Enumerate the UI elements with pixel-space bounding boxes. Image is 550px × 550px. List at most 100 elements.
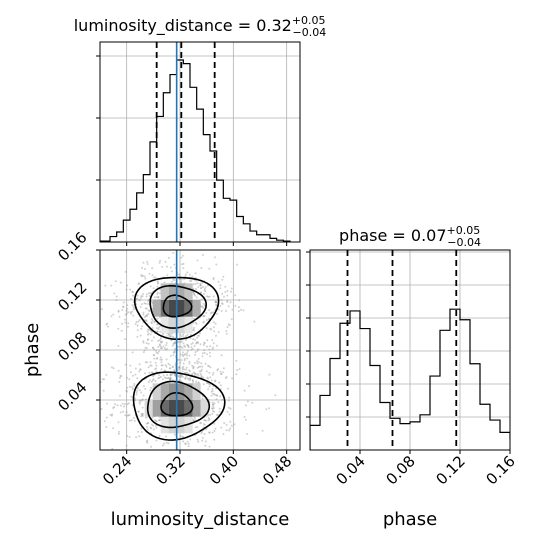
scatter-point	[194, 353, 197, 356]
scatter-point	[112, 367, 115, 370]
scatter-point	[188, 379, 191, 382]
scatter-point	[156, 317, 159, 320]
scatter-point	[184, 352, 187, 355]
scatter-point	[211, 431, 214, 434]
scatter-point	[200, 421, 203, 424]
scatter-point	[205, 312, 208, 314]
scatter-point	[212, 321, 215, 324]
phase-title-minus: −0.04	[447, 236, 481, 249]
scatter-point	[170, 335, 173, 338]
scatter-point	[158, 326, 161, 329]
scatter-point	[173, 373, 176, 376]
ld-title-minus: −0.04	[293, 26, 327, 39]
scatter-point	[226, 387, 229, 390]
scatter-point	[226, 290, 229, 292]
scatter-point	[224, 285, 227, 288]
scatter-point	[180, 335, 183, 338]
scatter-point	[124, 270, 127, 273]
joint-x-tick-label-0: 0.24	[99, 452, 135, 488]
scatter-point	[165, 435, 167, 438]
scatter-point	[186, 440, 189, 443]
scatter-point	[147, 302, 149, 305]
scatter-point	[240, 308, 242, 311]
scatter-point	[186, 334, 189, 336]
scatter-point	[136, 335, 139, 338]
scatter-point	[136, 389, 139, 392]
scatter-point	[180, 281, 183, 284]
scatter-point	[137, 410, 140, 413]
ld-hist-panel: luminosity_distance = 0.32+0.05 −0.04	[74, 14, 327, 246]
scatter-point	[183, 278, 186, 281]
scatter-point	[207, 388, 210, 391]
scatter-point	[191, 364, 194, 367]
scatter-point	[149, 333, 152, 336]
scatter-point	[152, 374, 155, 377]
scatter-point	[159, 288, 162, 291]
scatter-point	[243, 389, 246, 392]
scatter-point	[158, 419, 161, 422]
scatter-point	[197, 381, 200, 384]
density-bin	[184, 416, 193, 434]
scatter-point	[215, 387, 217, 390]
scatter-point	[203, 433, 206, 436]
scatter-point	[195, 373, 197, 376]
scatter-point	[203, 351, 206, 354]
scatter-point	[103, 378, 106, 381]
scatter-point	[150, 380, 153, 383]
scatter-point	[185, 366, 188, 369]
scatter-point	[193, 338, 196, 341]
scatter-point	[158, 376, 161, 379]
scatter-point	[173, 342, 176, 345]
joint-x-ticks: 0.24 0.32 0.40 0.48	[99, 450, 295, 488]
density-bin	[184, 316, 193, 334]
joint-x-tick-label-2: 0.40	[206, 452, 242, 488]
scatter-point	[169, 377, 172, 380]
scatter-point	[150, 322, 153, 325]
scatter-point	[148, 272, 151, 275]
density-bin	[176, 416, 185, 434]
scatter-point	[177, 374, 180, 377]
scatter-point	[117, 430, 120, 433]
scatter-point	[145, 320, 148, 322]
scatter-point	[145, 315, 148, 318]
scatter-point	[173, 368, 176, 371]
scatter-point	[203, 289, 206, 292]
phase-title-plus: +0.05	[447, 224, 481, 237]
scatter-point	[156, 357, 159, 359]
scatter-point	[199, 332, 201, 335]
scatter-point	[117, 369, 120, 372]
scatter-point	[215, 413, 218, 416]
scatter-point	[191, 347, 194, 350]
scatter-point	[124, 313, 127, 316]
scatter-point	[152, 354, 155, 357]
scatter-point	[204, 444, 207, 447]
scatter-point	[141, 413, 144, 415]
scatter-point	[125, 288, 128, 291]
scatter-point	[205, 419, 208, 422]
scatter-point	[105, 373, 108, 376]
scatter-point	[219, 287, 222, 290]
scatter-point	[153, 457, 155, 459]
scatter-point	[233, 423, 236, 426]
scatter-point	[234, 304, 237, 307]
scatter-point	[158, 344, 161, 347]
scatter-point	[113, 292, 116, 295]
scatter-point	[195, 380, 198, 383]
scatter-point	[150, 364, 153, 367]
contour-level-1-mode-1	[146, 380, 211, 429]
scatter-point	[138, 399, 141, 402]
scatter-point	[191, 341, 194, 344]
contour-level-0-mode-0	[133, 276, 220, 341]
scatter-point	[208, 267, 211, 270]
scatter-point	[208, 295, 211, 298]
scatter-point	[221, 303, 224, 305]
scatter-point	[147, 422, 149, 424]
scatter-point	[157, 377, 160, 380]
scatter-point	[77, 452, 79, 454]
scatter-point	[203, 293, 205, 295]
scatter-point	[157, 453, 159, 455]
scatter-point	[131, 388, 134, 391]
scatter-point	[208, 309, 211, 311]
scatter-point	[156, 291, 159, 294]
density-bin	[168, 316, 177, 334]
